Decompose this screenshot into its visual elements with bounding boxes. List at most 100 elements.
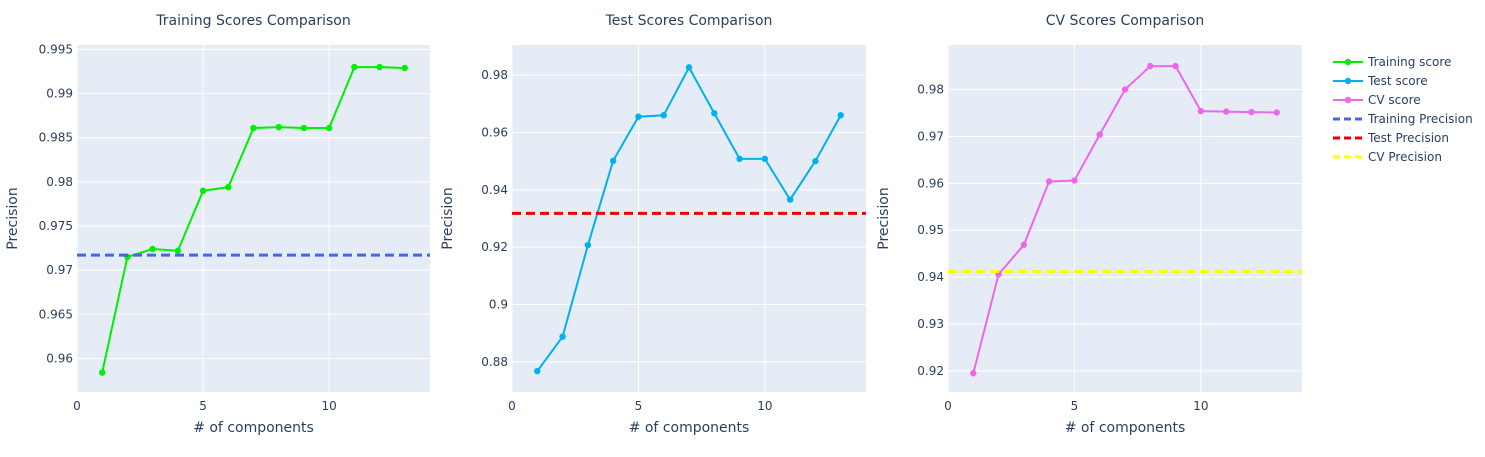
legend-label: Training Precision (1367, 112, 1473, 126)
legend-item: CV score (1333, 93, 1421, 107)
y-tick-label: 0.95 (917, 223, 944, 237)
y-axis-title: Precision (5, 187, 21, 249)
plot-marks (77, 63, 430, 376)
x-axis-title: # of components (1065, 420, 1186, 436)
data-point (635, 113, 642, 120)
legend-swatch-marker (1344, 77, 1352, 85)
data-point (609, 157, 617, 165)
y-tick-label: 0.995 (39, 42, 73, 56)
plot-marks (512, 64, 866, 375)
y-tick-label: 0.97 (917, 129, 944, 143)
y-tick-label: 0.98 (46, 175, 73, 189)
y-tick-label: 0.94 (481, 183, 508, 197)
data-point (685, 64, 693, 71)
y-tick-label: 0.98 (481, 68, 508, 82)
data-point (174, 247, 182, 254)
data-point (1172, 62, 1179, 70)
legend: Training score Test score CV score Training… (1333, 55, 1473, 164)
data-point (376, 63, 383, 71)
data-point (99, 369, 106, 376)
y-tick-label: 0.985 (39, 131, 73, 145)
y-tick-label: 0.96 (481, 125, 508, 139)
data-point (786, 196, 794, 203)
data-point (149, 245, 156, 253)
legend-item: CV Precision (1333, 150, 1442, 164)
legend-item: Training score (1333, 55, 1451, 69)
y-tick-label: 0.98 (917, 83, 944, 97)
y-tick-label: 0.92 (917, 364, 944, 378)
legend-swatch-marker (1344, 58, 1352, 66)
data-point (1147, 62, 1154, 70)
y-tick-label: 0.97 (46, 263, 73, 277)
x-tick-label: 5 (1071, 399, 1079, 413)
y-tick-label: 0.96 (46, 351, 73, 365)
x-tick-label: 10 (1193, 399, 1208, 413)
data-point (1197, 107, 1205, 115)
chart-title: CV Scores Comparison (1046, 13, 1205, 29)
data-point (351, 63, 358, 71)
y-axis-title: Precision (440, 187, 456, 249)
legend-label: CV score (1368, 93, 1421, 107)
y-axis-title: Precision (876, 187, 892, 249)
data-point (584, 241, 592, 249)
y-tick-label: 0.93 (917, 317, 944, 331)
y-tick-label: 0.9 (489, 298, 508, 312)
data-point (736, 155, 743, 163)
legend-label: Training score (1367, 55, 1451, 69)
x-axis-title: # of components (193, 420, 314, 436)
data-point (970, 370, 977, 377)
legend-item: Test score (1333, 74, 1428, 88)
data-point (1020, 241, 1028, 248)
data-point (837, 112, 844, 119)
y-tick-label: 0.965 (39, 307, 73, 321)
legend-item: Test Precision (1333, 131, 1449, 145)
y-tick-label: 0.92 (481, 240, 508, 254)
x-tick-label: 0 (508, 399, 516, 413)
y-tick-label: 0.88 (481, 355, 508, 369)
x-tick-label: 0 (944, 399, 952, 413)
legend-label: CV Precision (1368, 150, 1442, 164)
data-point (534, 367, 541, 375)
plot-area (948, 45, 1302, 392)
subplot-2: 0.88 0.9 0.92 0.94 0.96 0.98 0 5 10 Test Scores C… (440, 13, 866, 436)
data-point (1222, 108, 1230, 115)
legend-swatch-marker (1344, 96, 1352, 104)
legend-item: Training Precision (1333, 112, 1473, 126)
x-tick-label: 10 (322, 399, 337, 413)
data-point (1273, 109, 1280, 116)
data-point (1248, 108, 1255, 116)
x-axis-title: # of components (629, 420, 750, 436)
data-point (559, 333, 566, 340)
y-tick-label: 0.94 (917, 270, 944, 284)
chart-title: Training Scores Comparison (155, 13, 350, 29)
plot-area (512, 45, 866, 392)
data-point (1071, 177, 1078, 184)
data-point (401, 64, 408, 72)
legend-label: Test score (1367, 74, 1428, 88)
subplot-3: 0.92 0.93 0.94 0.95 0.96 0.97 0.98 0 5 10 CV Score… (876, 13, 1302, 436)
data-point (250, 124, 257, 132)
legend-label: Test Precision (1367, 131, 1449, 145)
chart-title: Test Scores Comparison (605, 13, 773, 29)
data-point (812, 157, 819, 165)
data-point (300, 124, 308, 132)
x-tick-label: 5 (199, 399, 207, 413)
plot-area (77, 45, 430, 392)
data-point (225, 183, 232, 191)
data-point (761, 155, 769, 163)
x-tick-label: 10 (757, 399, 772, 413)
plot-marks (948, 62, 1302, 377)
x-tick-label: 0 (73, 399, 81, 413)
data-point (1096, 131, 1103, 138)
data-point (275, 123, 282, 131)
data-point (1121, 86, 1129, 93)
x-tick-label: 5 (635, 399, 643, 413)
y-tick-label: 0.99 (46, 87, 73, 101)
data-point (199, 187, 207, 194)
y-tick-label: 0.975 (39, 219, 73, 233)
data-point (325, 124, 333, 132)
data-point (1045, 178, 1053, 185)
subplot-1: 0.96 0.965 0.97 0.975 0.98 0.985 0.99 0.995 0 5 10… (5, 13, 430, 436)
data-point (711, 110, 718, 117)
